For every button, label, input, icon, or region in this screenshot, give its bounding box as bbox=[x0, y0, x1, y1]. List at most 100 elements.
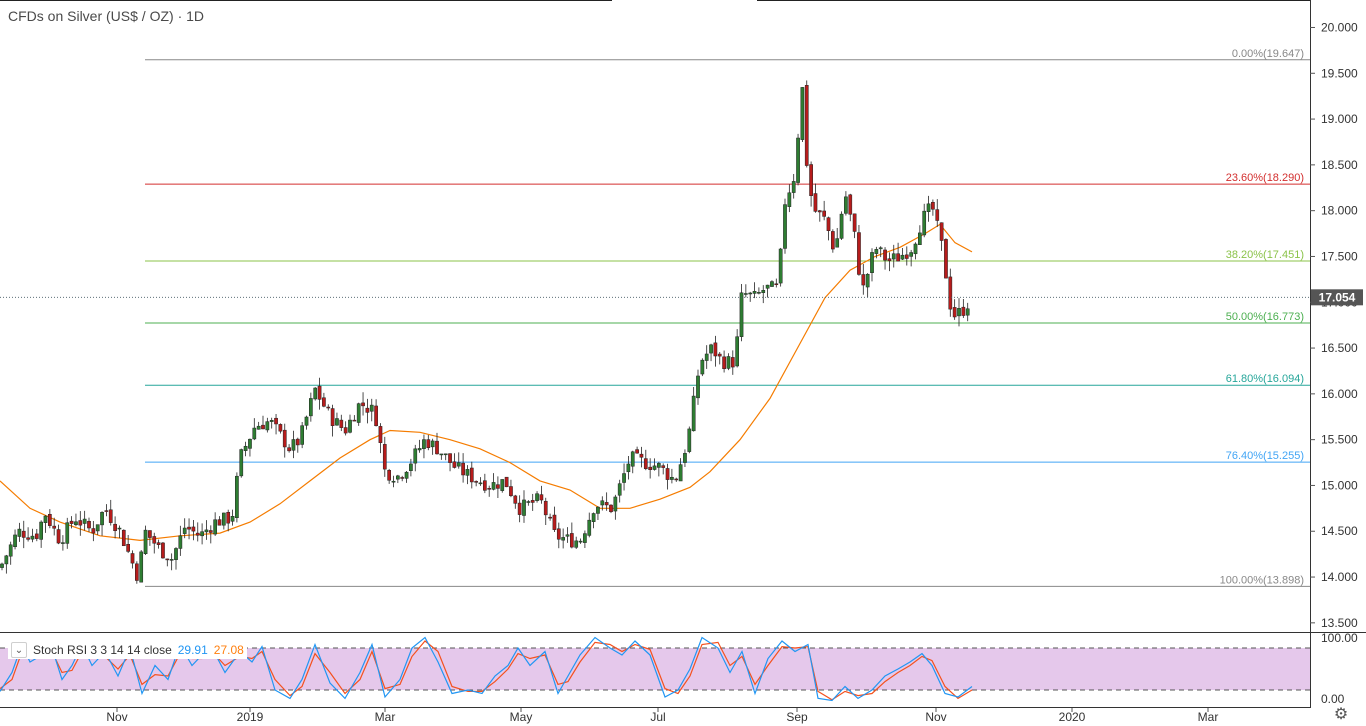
candle bbox=[269, 417, 274, 429]
candle bbox=[496, 476, 500, 498]
candle-body bbox=[739, 292, 744, 337]
candle bbox=[78, 511, 83, 536]
candle-body bbox=[374, 405, 378, 427]
chart-title: CFDs on Silver (US$ / OZ) · 1D bbox=[8, 8, 205, 24]
candle bbox=[17, 522, 22, 542]
candle-body bbox=[404, 471, 409, 479]
candle-body bbox=[765, 284, 770, 289]
settings-gear-icon[interactable]: ⚙ bbox=[1333, 706, 1349, 723]
candle bbox=[883, 247, 887, 270]
candle bbox=[213, 512, 218, 536]
candle-body bbox=[635, 449, 639, 454]
candle-body bbox=[17, 528, 22, 537]
candle bbox=[552, 506, 557, 532]
candle-body bbox=[252, 427, 257, 440]
candle bbox=[374, 399, 378, 427]
candle bbox=[121, 529, 126, 547]
candle bbox=[787, 184, 792, 213]
candle-body bbox=[726, 356, 731, 369]
candle bbox=[330, 404, 335, 437]
candle bbox=[791, 173, 796, 199]
candle bbox=[0, 562, 4, 571]
candle bbox=[56, 524, 61, 545]
candle-body bbox=[182, 527, 187, 534]
candle-body bbox=[665, 468, 670, 480]
fib-retracement-levels: 0.00%(19.647) 23.60%(18.290) 38.20%(17.451… bbox=[145, 48, 1310, 587]
candle-body bbox=[922, 210, 927, 236]
candle-body bbox=[161, 542, 165, 559]
candle-body bbox=[583, 533, 587, 543]
candle bbox=[239, 448, 244, 478]
candle bbox=[391, 475, 396, 488]
candle bbox=[295, 437, 300, 453]
candle-body bbox=[639, 453, 644, 458]
indicator-legend[interactable]: ⌄ Stoch RSI 3 3 14 14 close 29.91 27.08 bbox=[8, 641, 247, 659]
candle bbox=[717, 352, 722, 365]
candle-body bbox=[613, 496, 618, 512]
candle-body bbox=[883, 249, 887, 261]
candle bbox=[148, 530, 152, 546]
x-tick-label: Nov bbox=[925, 710, 946, 724]
candle bbox=[256, 421, 261, 430]
current-price-badge bbox=[1311, 289, 1363, 306]
candle bbox=[404, 471, 409, 483]
candle-body bbox=[704, 353, 709, 361]
candle-body bbox=[191, 526, 196, 532]
candle-body bbox=[365, 407, 370, 413]
candle bbox=[617, 479, 622, 503]
candle bbox=[174, 547, 178, 570]
candle-body bbox=[778, 248, 783, 284]
candle-body bbox=[287, 447, 291, 452]
candle bbox=[422, 434, 426, 459]
candle-body bbox=[643, 458, 648, 469]
candle bbox=[274, 414, 278, 435]
candle-body bbox=[730, 357, 735, 368]
candle bbox=[730, 350, 735, 375]
candle-body bbox=[91, 528, 96, 534]
candle bbox=[657, 461, 661, 477]
candle bbox=[204, 520, 209, 540]
candle bbox=[313, 387, 318, 401]
candle-body bbox=[683, 453, 687, 463]
candle bbox=[343, 421, 348, 436]
candle-body bbox=[670, 476, 674, 480]
candle-body bbox=[26, 537, 30, 540]
candle bbox=[382, 436, 387, 477]
candle bbox=[356, 402, 361, 426]
candle bbox=[469, 461, 474, 489]
candle-body bbox=[844, 196, 848, 214]
candle bbox=[326, 404, 331, 411]
candle bbox=[844, 191, 848, 216]
candle-body bbox=[674, 478, 679, 481]
candle-body bbox=[926, 203, 931, 213]
candle-body bbox=[709, 344, 713, 354]
candle-body bbox=[330, 408, 335, 426]
candle bbox=[822, 200, 826, 221]
candle bbox=[248, 438, 252, 457]
collapse-toggle-icon[interactable]: ⌄ bbox=[11, 642, 27, 658]
candle bbox=[839, 211, 844, 241]
x-tick-label: Mar bbox=[375, 710, 396, 724]
candle-body bbox=[813, 193, 818, 212]
candle bbox=[674, 477, 679, 482]
candle bbox=[43, 515, 48, 533]
candle bbox=[95, 524, 100, 535]
candle bbox=[704, 345, 709, 369]
candle-body bbox=[261, 424, 265, 430]
candle-body bbox=[356, 403, 361, 423]
candle-body bbox=[913, 243, 918, 255]
candle bbox=[483, 473, 487, 494]
candle bbox=[526, 500, 531, 506]
candle-body bbox=[256, 425, 261, 430]
candle-body bbox=[961, 306, 966, 316]
candle bbox=[465, 465, 470, 485]
y-tick-label: 18.500 bbox=[1321, 158, 1358, 172]
candle-body bbox=[722, 356, 726, 370]
candle-body bbox=[82, 518, 87, 524]
candle-body bbox=[178, 535, 183, 549]
candle-body bbox=[517, 502, 522, 515]
candle-body bbox=[687, 428, 692, 452]
candle-body bbox=[113, 523, 117, 531]
candle-body bbox=[870, 252, 874, 273]
